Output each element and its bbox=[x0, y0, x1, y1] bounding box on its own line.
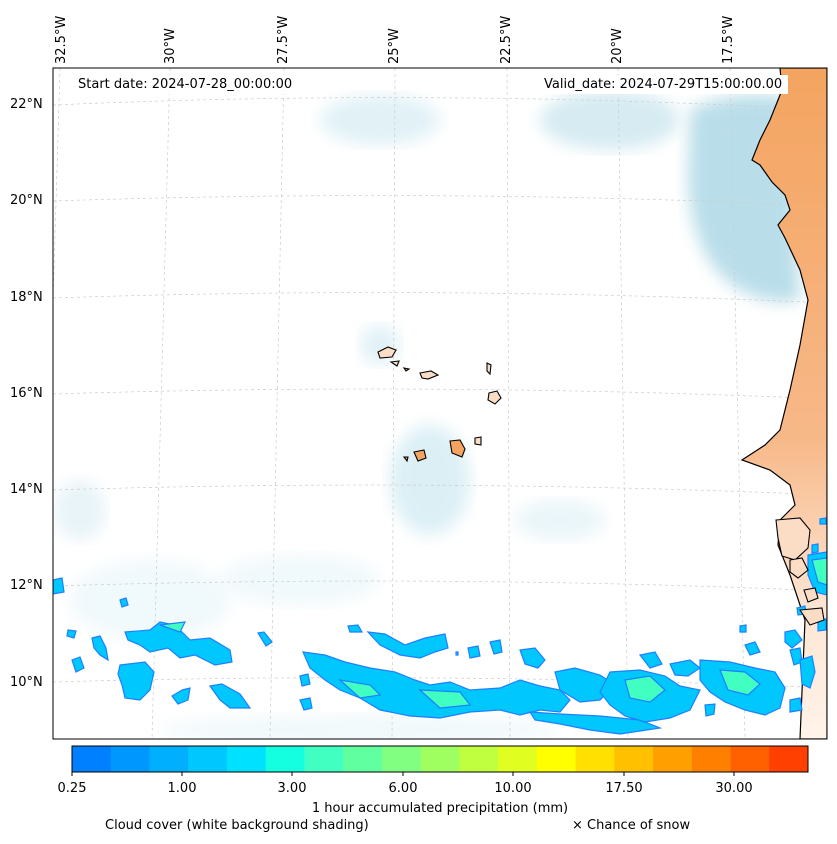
colorbar-tick-label: 3.00 bbox=[277, 781, 307, 796]
colorbar bbox=[72, 746, 809, 772]
colorbar-tick-label: 0.25 bbox=[57, 781, 87, 796]
colorbar-cell bbox=[149, 746, 189, 772]
colorbar-tick-label: 17.50 bbox=[605, 781, 643, 796]
lat-label-14n: 14°N bbox=[10, 482, 43, 497]
lon-label-27-5w: 27.5°W bbox=[276, 15, 291, 64]
colorbar-tick-label: 6.00 bbox=[388, 781, 418, 796]
cloud-cover-legend: Cloud cover (white background shading) bbox=[105, 818, 369, 833]
colorbar-cell bbox=[265, 746, 305, 772]
colorbar-cell bbox=[343, 746, 383, 772]
colorbar-cell bbox=[226, 746, 267, 772]
lat-label-22n: 22°N bbox=[10, 97, 43, 112]
colorbar-cell bbox=[653, 746, 693, 772]
lon-label-25w: 25°W bbox=[387, 28, 402, 64]
colorbar-cell bbox=[459, 746, 499, 772]
lat-label-10n: 10°N bbox=[10, 675, 43, 690]
lon-label-17-5w: 17.5°W bbox=[721, 15, 736, 64]
colorbar-tick-label: 10.00 bbox=[494, 781, 532, 796]
snow-legend: × Chance of snow bbox=[572, 818, 691, 833]
colorbar-cell bbox=[614, 746, 654, 772]
map-frame bbox=[52, 67, 828, 740]
start-date-label: Start date: 2024-07-28_00:00:00 bbox=[72, 75, 299, 94]
colorbar-cell bbox=[72, 746, 112, 772]
lat-label-20n: 20°N bbox=[10, 193, 43, 208]
colorbar-cell bbox=[381, 746, 422, 772]
lon-label-20w: 20°W bbox=[610, 28, 625, 64]
lon-label-32-5w: 32.5°W bbox=[54, 15, 69, 64]
colorbar-cell bbox=[188, 746, 228, 772]
lat-label-16n: 16°N bbox=[10, 386, 43, 401]
lat-label-12n: 12°N bbox=[10, 578, 43, 593]
valid-date-label: Valid_date: 2024-07-29T15:00:00.00 bbox=[538, 75, 789, 94]
colorbar-cell bbox=[498, 746, 538, 772]
colorbar-cell bbox=[730, 746, 770, 772]
colorbar-frame bbox=[71, 745, 809, 773]
colorbar-tick-label: 1.00 bbox=[167, 781, 197, 796]
lon-label-30w: 30°W bbox=[163, 28, 178, 64]
colorbar-cell bbox=[110, 746, 150, 772]
lon-label-22-5w: 22.5°W bbox=[499, 15, 514, 64]
colorbar-ticks bbox=[71, 772, 735, 776]
colorbar-title: 1 hour accumulated precipitation (mm) bbox=[311, 801, 569, 816]
colorbar-tick-label: 30.00 bbox=[715, 781, 753, 796]
precipitation-field bbox=[53, 517, 827, 735]
colorbar-cell bbox=[304, 746, 344, 772]
colorbar-cell bbox=[575, 746, 615, 772]
colorbar-cell bbox=[536, 746, 577, 772]
colorbar-cell bbox=[691, 746, 732, 772]
cape-verde-islands bbox=[377, 346, 502, 463]
colorbar-cell bbox=[769, 746, 809, 772]
colorbar-cell bbox=[420, 746, 460, 772]
coast-detail bbox=[775, 517, 825, 626]
lat-label-18n: 18°N bbox=[10, 290, 43, 305]
